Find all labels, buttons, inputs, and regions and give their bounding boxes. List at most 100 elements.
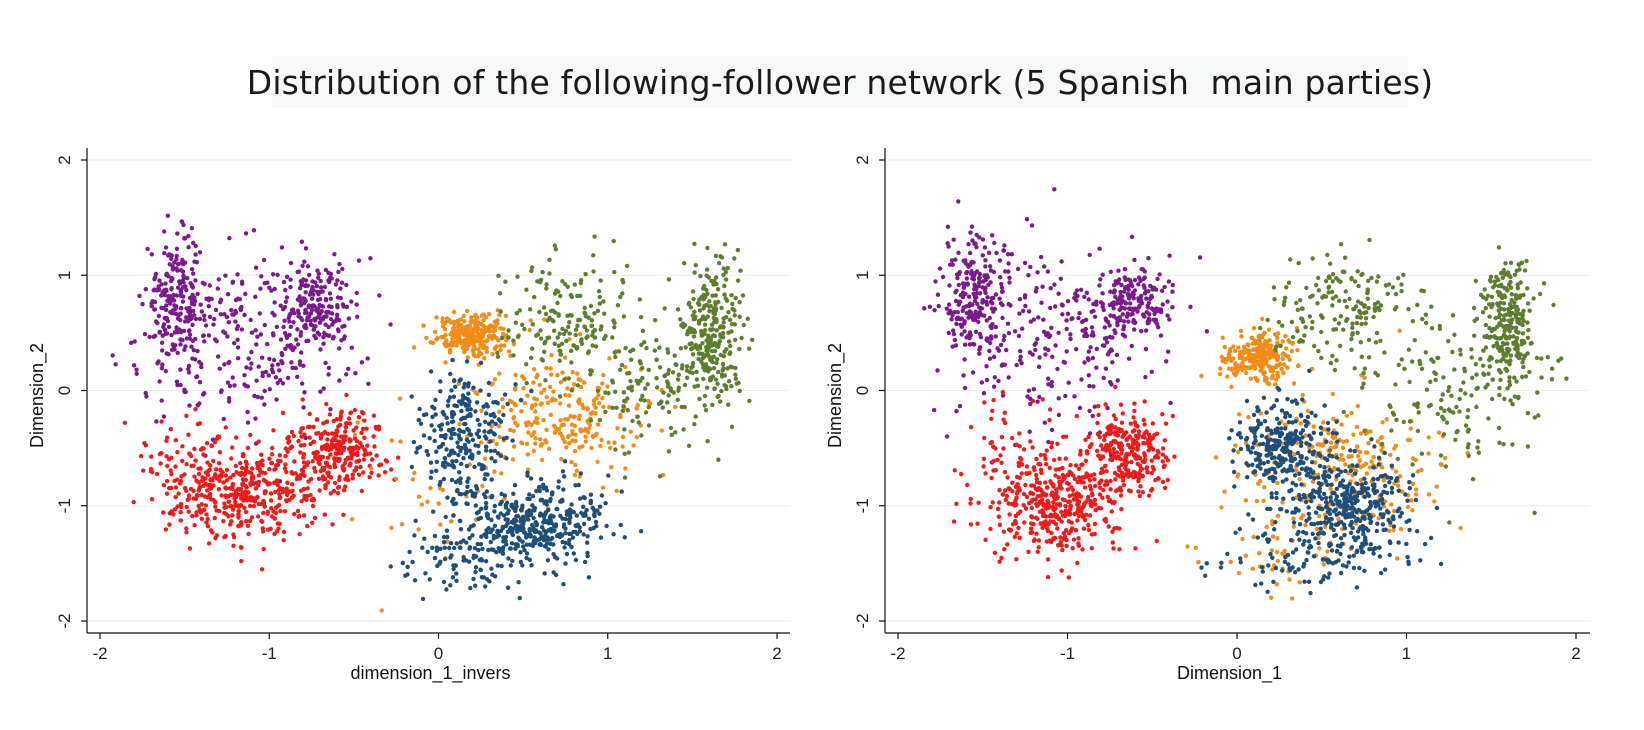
data-point — [505, 401, 510, 407]
data-point — [328, 275, 333, 280]
data-point — [389, 438, 394, 443]
data-point — [575, 344, 580, 350]
data-point — [157, 330, 162, 335]
data-point — [1097, 485, 1103, 490]
data-point — [212, 474, 217, 480]
data-point — [631, 443, 636, 448]
data-point — [1305, 408, 1311, 414]
data-point — [276, 502, 282, 508]
data-point — [509, 541, 515, 546]
data-point — [1246, 342, 1251, 348]
data-point — [1069, 485, 1074, 490]
data-point — [1106, 427, 1112, 432]
data-point — [189, 226, 195, 231]
data-point — [520, 514, 526, 520]
data-point — [1002, 410, 1007, 415]
data-point — [181, 328, 187, 334]
data-point — [488, 412, 493, 418]
data-point — [713, 300, 718, 305]
x-tick-label: 2 — [772, 644, 781, 663]
data-point — [483, 325, 489, 331]
data-point — [729, 293, 734, 298]
data-point — [433, 412, 438, 417]
data-point — [1120, 434, 1125, 439]
data-point — [462, 319, 467, 324]
data-point — [1138, 484, 1143, 489]
data-point — [503, 279, 508, 284]
data-point — [1060, 303, 1065, 308]
data-point — [971, 317, 976, 323]
data-point — [325, 437, 330, 442]
data-point — [219, 493, 224, 498]
data-point — [346, 316, 352, 321]
data-point — [318, 389, 323, 394]
data-point — [532, 541, 538, 546]
data-point — [284, 486, 289, 491]
data-point — [548, 366, 553, 371]
data-point — [573, 438, 578, 444]
data-point — [468, 524, 474, 529]
data-point — [711, 315, 716, 321]
data-point — [540, 525, 545, 530]
data-point — [167, 522, 172, 527]
data-point — [180, 444, 185, 449]
data-point — [230, 375, 235, 380]
data-point — [412, 578, 418, 583]
data-point — [145, 246, 150, 252]
data-point — [722, 383, 727, 388]
data-point — [259, 274, 264, 279]
data-point — [280, 381, 286, 386]
data-point — [240, 453, 246, 459]
data-point — [301, 277, 306, 282]
data-point — [524, 532, 529, 537]
data-point — [1026, 388, 1032, 393]
data-point — [1229, 358, 1234, 364]
data-point — [545, 558, 551, 563]
data-point — [701, 306, 706, 311]
data-point — [185, 497, 190, 502]
data-point — [1135, 461, 1140, 467]
data-point — [542, 544, 548, 549]
data-point — [1167, 317, 1172, 322]
data-point — [572, 448, 578, 454]
data-point — [444, 415, 449, 420]
y-axis-label: Dimension_2 — [27, 343, 48, 448]
data-point — [1033, 497, 1038, 502]
data-point — [562, 474, 567, 479]
data-point — [562, 377, 567, 382]
data-point — [341, 447, 346, 453]
data-point — [301, 405, 306, 410]
data-point — [549, 529, 554, 534]
data-point — [488, 439, 493, 444]
data-point — [289, 444, 295, 449]
data-point — [178, 510, 183, 515]
data-point — [504, 435, 509, 440]
data-point — [689, 365, 694, 370]
data-point — [513, 382, 518, 387]
data-point — [1078, 448, 1083, 454]
data-point — [1149, 470, 1154, 476]
data-point — [569, 348, 574, 353]
data-point — [494, 336, 499, 341]
data-point — [537, 488, 542, 494]
data-point — [673, 430, 678, 435]
data-point — [335, 490, 341, 496]
data-point — [593, 344, 599, 349]
data-point — [376, 473, 381, 478]
data-point — [334, 451, 339, 457]
data-point — [628, 379, 633, 384]
data-point — [573, 557, 579, 563]
data-point — [167, 262, 172, 267]
data-point — [232, 340, 237, 346]
data-point — [581, 495, 586, 500]
data-point — [560, 326, 565, 332]
data-point — [440, 441, 446, 447]
data-point — [515, 274, 520, 279]
data-point — [498, 549, 503, 554]
data-point — [964, 276, 969, 281]
data-point — [229, 307, 234, 313]
data-point — [1017, 475, 1022, 480]
data-point — [997, 258, 1003, 263]
data-point — [507, 398, 513, 403]
data-point — [244, 492, 249, 498]
